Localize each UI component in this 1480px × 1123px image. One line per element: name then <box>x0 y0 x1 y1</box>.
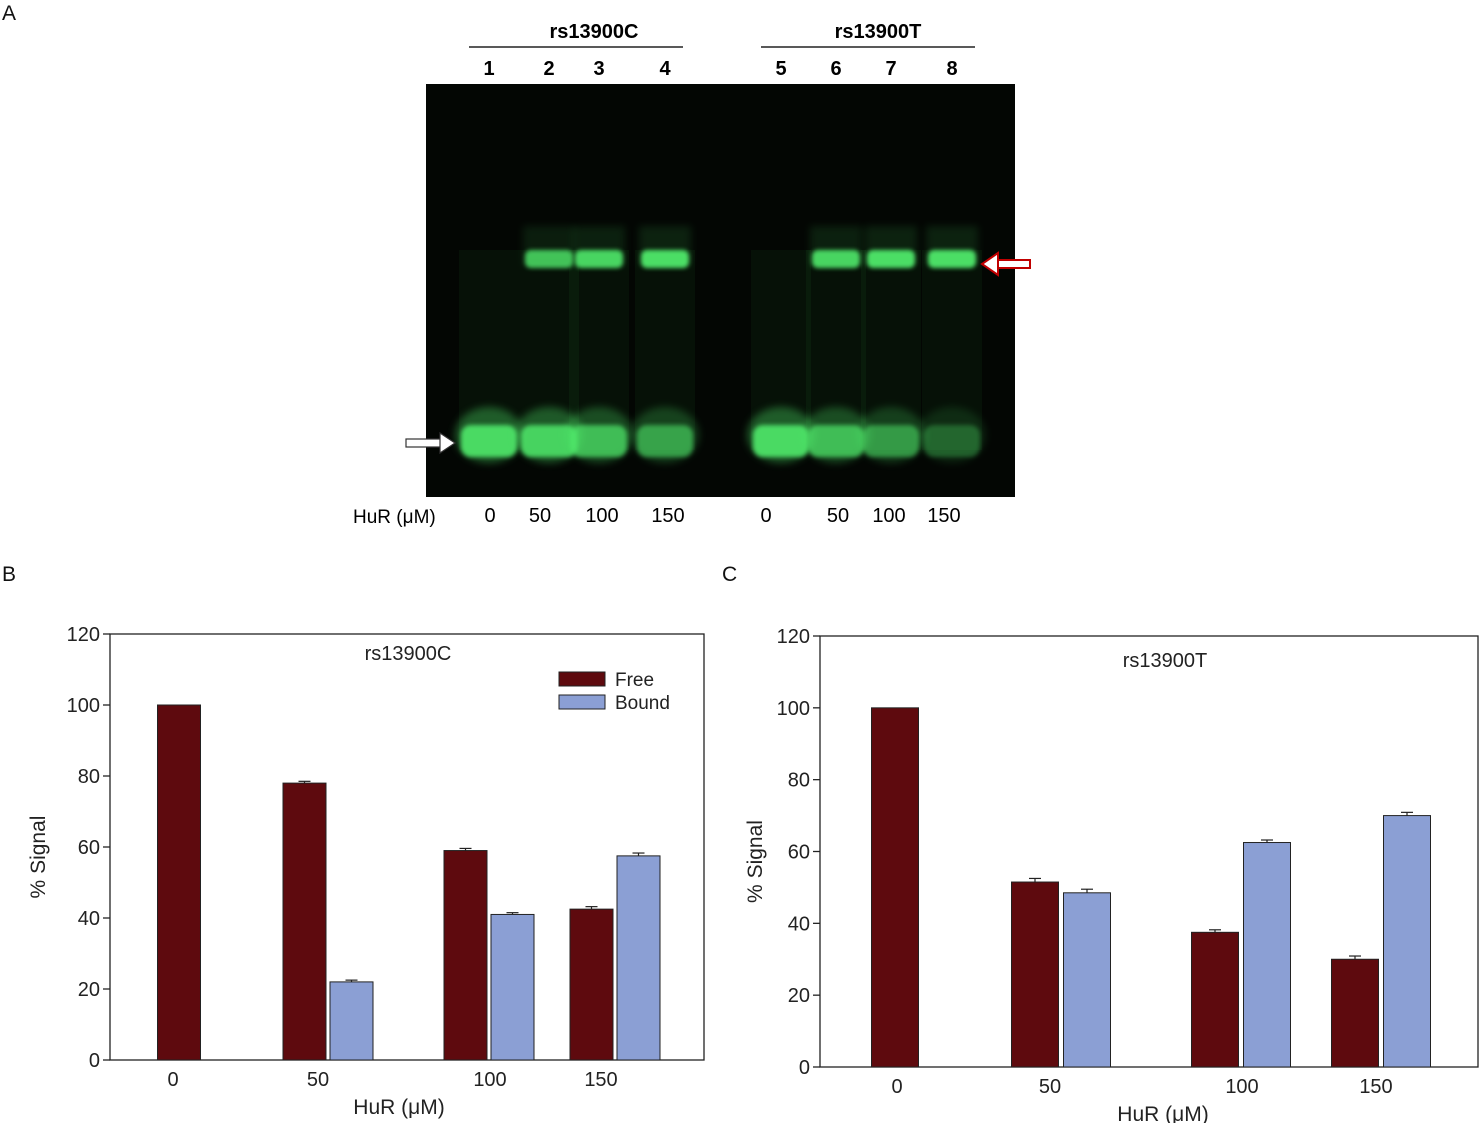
y-axis-label: % Signal <box>744 820 767 903</box>
y-tick-label: 20 <box>78 979 100 1001</box>
lane-number: 4 <box>659 58 671 80</box>
chart-rs13900C: 0 20 40 60 80 100 120 0 50 100 150 rs13900C HuR (μM)… <box>27 624 705 1119</box>
lane-concentration: 100 <box>872 505 905 527</box>
x-tick-label: 150 <box>584 1069 617 1091</box>
bar-bound <box>1243 842 1291 1068</box>
bar-free <box>443 850 488 1061</box>
x-axis-label: HuR (μM) <box>353 1096 444 1119</box>
bar-bound <box>1383 815 1431 1068</box>
x-tick-label: 100 <box>473 1069 506 1091</box>
legend-label: Bound <box>615 693 670 714</box>
free-band <box>918 407 986 463</box>
free-band <box>802 407 870 463</box>
lane-concentration: 50 <box>827 505 849 527</box>
lane-concentration: 150 <box>651 505 684 527</box>
free-band <box>565 407 633 463</box>
lane-concentration: 0 <box>484 505 495 527</box>
y-axis-label: % Signal <box>27 816 50 899</box>
bound-band <box>573 226 625 268</box>
chart-title: rs13900T <box>1123 650 1208 672</box>
lane-number: 2 <box>543 58 554 80</box>
x-tick-label: 0 <box>167 1069 178 1091</box>
x-tick-label: 50 <box>307 1069 329 1091</box>
bound-band <box>639 226 691 268</box>
legend-swatch <box>558 694 606 710</box>
lane-number: 1 <box>483 58 494 80</box>
y-tick-label: 120 <box>67 624 100 646</box>
bar-bound <box>616 855 661 1061</box>
free-band <box>857 407 925 463</box>
y-tick-label: 0 <box>89 1050 100 1072</box>
y-tick-label: 20 <box>788 985 810 1007</box>
lane-concentration: 0 <box>760 505 771 527</box>
y-tick-label: 0 <box>799 1057 810 1079</box>
bar-free <box>157 704 201 1061</box>
lane-number: 7 <box>885 58 896 80</box>
bar-free <box>282 782 327 1061</box>
bound-complex-arrow <box>980 251 1031 277</box>
x-axis-label: HuR (μM) <box>1117 1103 1208 1123</box>
lane-number: 6 <box>830 58 841 80</box>
free-probe-arrow <box>405 431 457 455</box>
legend-label: Free <box>615 670 654 691</box>
free-band <box>631 407 699 463</box>
lane-concentration: 50 <box>529 505 551 527</box>
lane-number: 3 <box>593 58 604 80</box>
gel-group-label-right: rs13900T <box>835 21 922 43</box>
y-tick-label: 40 <box>788 913 810 935</box>
y-tick-label: 80 <box>788 770 810 792</box>
lane-number: 8 <box>946 58 957 80</box>
chart-title: rs13900C <box>365 643 452 665</box>
y-tick-label: 100 <box>67 695 100 717</box>
y-tick-label: 60 <box>788 842 810 864</box>
panel-label-b: B <box>2 563 17 586</box>
bar-free <box>1331 958 1379 1068</box>
bound-band <box>523 226 575 268</box>
bound-band <box>810 226 862 268</box>
y-tick-label: 60 <box>78 837 100 859</box>
free-band <box>747 407 815 463</box>
y-tick-label: 120 <box>777 626 810 648</box>
panel-label-a: A <box>2 2 17 25</box>
lane-concentration: 100 <box>585 505 618 527</box>
gel-panel: rs13900C rs13900T HuR (μM) 1025031004150… <box>353 21 1031 528</box>
bar-bound <box>490 913 535 1061</box>
y-tick-label: 40 <box>78 908 100 930</box>
x-tick-label: 50 <box>1039 1076 1061 1098</box>
panel-label-c: C <box>722 563 738 586</box>
lane-number: 5 <box>775 58 786 80</box>
free-band <box>455 407 523 463</box>
bar-free <box>871 707 919 1068</box>
x-tick-label: 150 <box>1359 1076 1392 1098</box>
gel-group-label-left: rs13900C <box>550 21 639 43</box>
bar-bound <box>329 981 374 1061</box>
x-tick-label: 100 <box>1225 1076 1258 1098</box>
y-tick-label: 80 <box>78 766 100 788</box>
chart-rs13900T: 0 20 40 60 80 100 120 0 50 100 150 rs13900T HuR (μM)… <box>744 626 1479 1123</box>
bound-band <box>926 226 978 268</box>
gel-conc-label: HuR (μM) <box>353 507 436 528</box>
bar-bound <box>1063 892 1111 1068</box>
lane-concentration: 150 <box>927 505 960 527</box>
free-band <box>515 407 583 463</box>
bar-free <box>569 908 614 1061</box>
legend-swatch <box>558 671 606 687</box>
bound-band <box>865 226 917 268</box>
y-tick-label: 100 <box>777 698 810 720</box>
x-tick-label: 0 <box>891 1076 902 1098</box>
bar-free <box>1191 931 1239 1068</box>
bar-free <box>1011 881 1059 1068</box>
